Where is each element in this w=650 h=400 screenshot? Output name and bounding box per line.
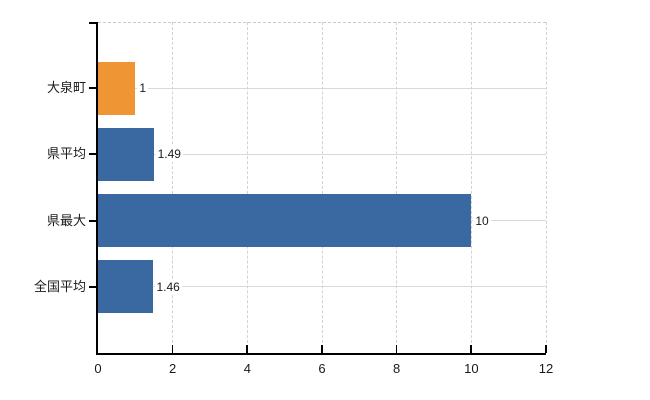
category-label: 大泉町 <box>46 80 86 96</box>
bar-3 <box>98 194 472 248</box>
gridline-vertical <box>545 22 547 353</box>
x-tick-label: 10 <box>464 361 479 376</box>
y-tick-mark <box>89 219 96 222</box>
x-tick-label: 12 <box>538 361 554 376</box>
x-tick-mark <box>171 345 174 353</box>
x-tick-mark <box>395 345 398 353</box>
x-tick-label: 6 <box>318 361 326 376</box>
x-axis-line <box>96 353 546 355</box>
bar-1 <box>98 61 136 115</box>
bar-value-label: 1 <box>137 80 149 97</box>
gridline-horizontal <box>98 286 546 288</box>
y-tick-mark <box>89 285 96 288</box>
gridline-vertical <box>246 22 248 353</box>
y-tick-mark <box>89 87 96 90</box>
y-axis-line <box>96 22 98 355</box>
bar-2 <box>98 127 154 181</box>
y-axis-end-tick-mark <box>89 22 96 24</box>
gridline-vertical <box>396 22 398 353</box>
x-tick-mark <box>246 345 248 353</box>
gridline-horizontal <box>98 87 546 89</box>
category-label: 県平均 <box>46 146 86 162</box>
y-tick-mark <box>89 153 96 156</box>
bar-value-label: 1.49 <box>155 146 183 163</box>
category-label: 県最大 <box>46 212 86 228</box>
bar-4 <box>98 260 153 314</box>
x-tick-mark <box>545 345 547 353</box>
bar-value-label: 10 <box>473 212 491 229</box>
gridline-vertical <box>321 22 323 353</box>
gridline-vertical <box>470 22 472 353</box>
bar-value-label: 1.46 <box>154 278 182 295</box>
x-tick-label: 2 <box>169 361 177 376</box>
gridline-vertical <box>172 22 174 353</box>
x-tick-label: 0 <box>94 361 102 376</box>
x-tick-mark <box>470 345 472 353</box>
x-tick-mark <box>321 345 323 353</box>
x-tick-label: 4 <box>243 361 251 376</box>
category-label: 全国平均 <box>33 278 86 294</box>
x-tick-label: 8 <box>393 361 401 376</box>
gridline-horizontal <box>98 153 546 155</box>
